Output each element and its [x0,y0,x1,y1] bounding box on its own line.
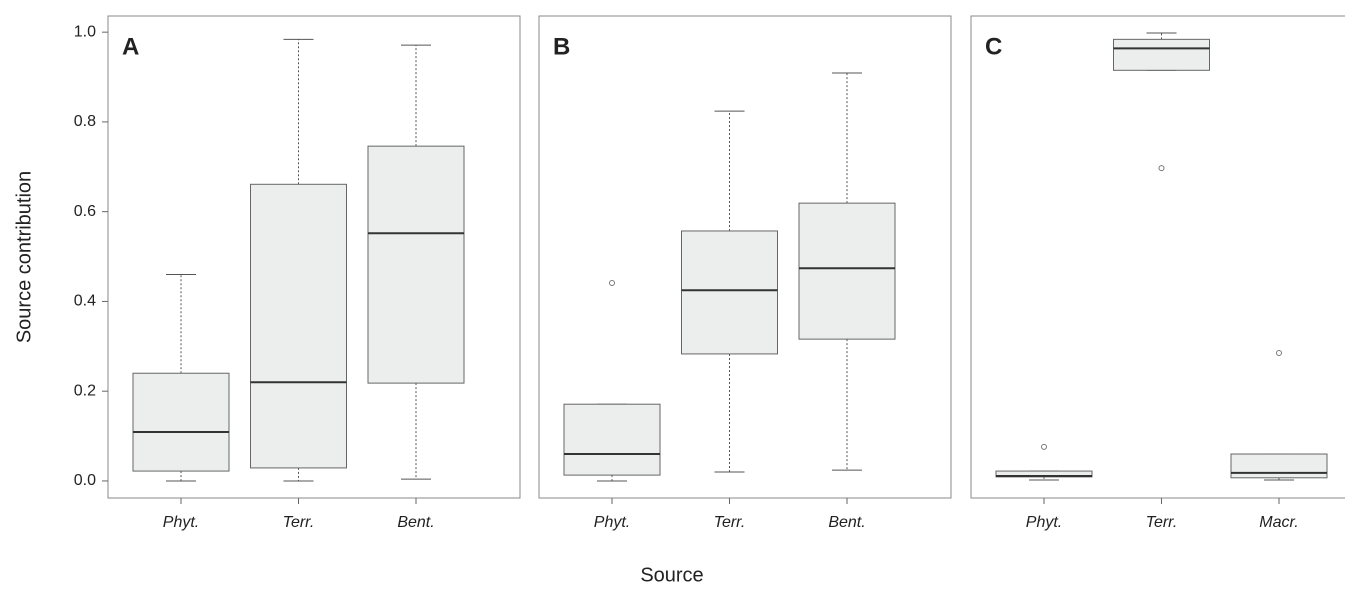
x-tick-label: Bent. [828,514,865,531]
x-axis-title: Source [640,564,703,586]
panel-frame [970,15,1345,499]
x-tick-label: Terr. [714,514,746,531]
panel-label: B [553,33,570,60]
box [563,403,661,476]
box [367,145,465,384]
outlier [1041,443,1047,450]
y-tick-label: 0.8 [74,113,96,130]
y-tick-label: 1.0 [74,23,96,40]
x-tick-label: Phyt. [163,514,199,531]
y-tick-label: 0.6 [74,203,96,220]
box [250,183,347,469]
x-tick-label: Phyt. [594,514,630,531]
panel-label: A [122,33,139,60]
outlier [1158,165,1165,172]
box [132,372,230,472]
y-tick-label: 0.2 [74,382,96,399]
y-axis-title: Source contribution [13,171,35,343]
box [681,230,778,355]
box [798,202,896,340]
x-tick-label: Terr. [1146,514,1178,531]
outlier [609,280,615,287]
y-tick-label: 0.0 [74,472,96,489]
x-tick-label: Macr. [1259,514,1298,531]
panel-label: C [985,33,1002,60]
box [1113,38,1210,71]
y-tick-label: 0.4 [74,293,96,310]
x-tick-label: Terr. [283,514,315,531]
x-tick-label: Phyt. [1026,514,1062,531]
panel-frame [107,15,521,499]
panel-frame [538,15,952,499]
outlier [1276,350,1282,357]
box [1230,453,1328,479]
x-tick-label: Bent. [397,514,434,531]
